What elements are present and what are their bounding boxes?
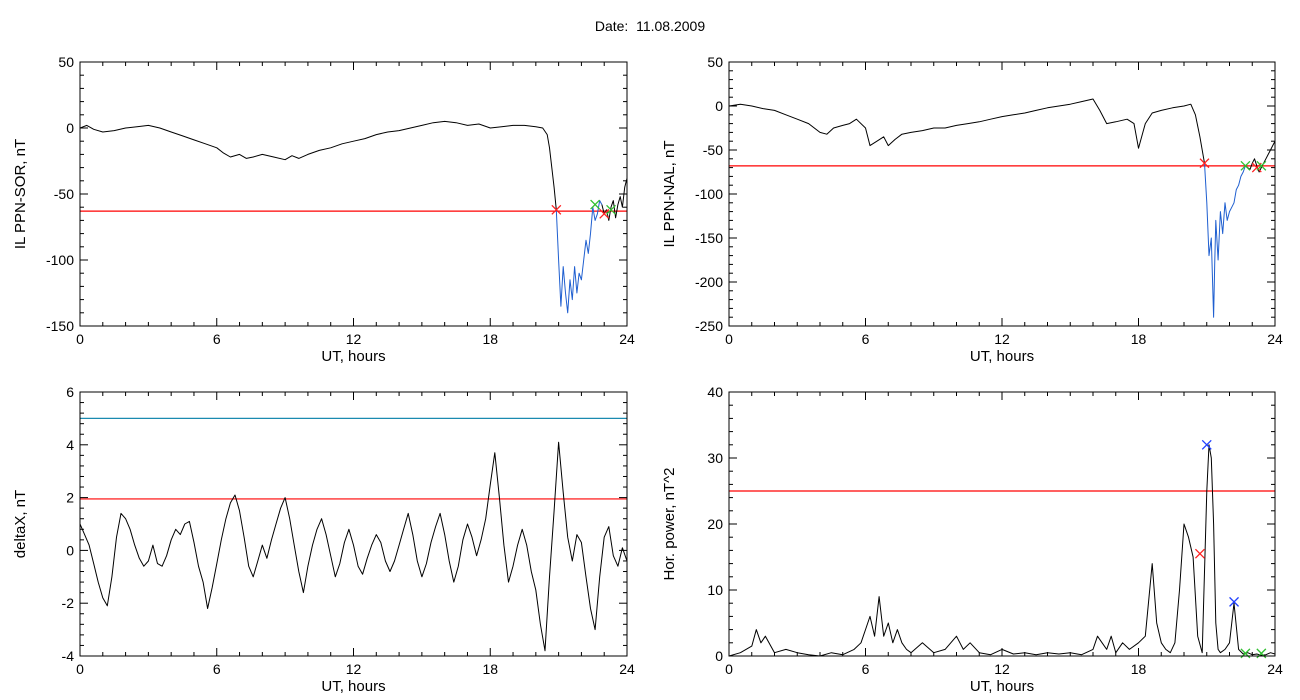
event-marker-4 xyxy=(1256,160,1267,171)
y-axis-label: IL PPN-NAL, nT xyxy=(661,141,678,248)
y-tick-label: 40 xyxy=(707,384,723,400)
y-tick-label: -250 xyxy=(695,318,723,334)
plot-frame xyxy=(79,61,628,327)
y-tick-label: 4 xyxy=(66,437,74,453)
x-axis-label: UT, hours xyxy=(321,678,385,695)
x-tick-label: 12 xyxy=(346,661,362,677)
x-tick-label: 12 xyxy=(994,661,1010,677)
y-axis-label: deltaX, nT xyxy=(12,490,29,558)
event-marker-5 xyxy=(1256,648,1267,659)
y-tick-label: -50 xyxy=(703,142,723,158)
y-tick-label: 20 xyxy=(707,516,723,532)
y-tick-label: 30 xyxy=(707,450,723,466)
x-tick-label: 0 xyxy=(725,661,733,677)
x-tick-label: 24 xyxy=(1267,661,1283,677)
chart-panel-nal: 0 6 12 18 24 -250 -200 -150 -100 -50 0 50 UT, hours I… xyxy=(661,54,1283,365)
y-tick-label: 10 xyxy=(707,582,723,598)
event-marker-3 xyxy=(1229,596,1240,607)
x-tick-label: 18 xyxy=(482,661,498,677)
y-tick-label: -50 xyxy=(54,186,74,202)
marker-stroke xyxy=(1194,548,1205,559)
y-tick-label: -100 xyxy=(46,252,74,268)
y-tick-label: 0 xyxy=(715,648,723,664)
y-axis-label: Hor. power, nT^2 xyxy=(661,468,678,581)
series-line-2 xyxy=(555,200,603,314)
y-tick-label: 0 xyxy=(715,98,723,114)
chart-panel-sor: 0 6 12 18 24 -150 -100 -50 0 50 UT, hours IL PPN-SO… xyxy=(12,54,635,365)
y-tick-label: -4 xyxy=(62,648,75,664)
marker-stroke xyxy=(551,204,562,215)
x-tick-label: 6 xyxy=(213,661,221,677)
marker-stroke xyxy=(599,208,610,219)
series-line-2 xyxy=(1204,163,1246,318)
y-tick-label: 50 xyxy=(58,54,74,70)
x-axis-label: UT, hours xyxy=(970,678,1034,695)
x-tick-label: 6 xyxy=(862,661,870,677)
x-tick-label: 0 xyxy=(76,661,84,677)
x-tick-label: 6 xyxy=(862,331,870,347)
y-tick-label: -150 xyxy=(695,230,723,246)
page-title: Date: 11.08.2009 xyxy=(594,18,706,34)
series-line-1 xyxy=(80,441,627,652)
event-marker-1 xyxy=(1194,548,1205,559)
x-tick-label: 18 xyxy=(482,331,498,347)
marker-stroke xyxy=(1256,160,1267,171)
marker-stroke xyxy=(590,199,601,210)
x-tick-label: 24 xyxy=(619,661,635,677)
y-tick-label: 2 xyxy=(66,490,74,506)
marker-stroke xyxy=(1229,596,1240,607)
x-tick-label: 6 xyxy=(213,331,221,347)
y-tick-label: -200 xyxy=(695,274,723,290)
series-line-3 xyxy=(601,178,627,221)
y-tick-label: -100 xyxy=(695,186,723,202)
y-tick-label: 0 xyxy=(66,542,74,558)
x-tick-label: 18 xyxy=(1131,661,1147,677)
x-axis-label: UT, hours xyxy=(970,348,1034,365)
marker-stroke xyxy=(1199,158,1210,169)
y-tick-label: -2 xyxy=(62,595,75,611)
y-tick-label: 6 xyxy=(66,384,74,400)
chart-panel-power: 0 6 12 18 24 0 10 20 30 40 UT, hours Hor. power, nT… xyxy=(661,384,1283,695)
x-tick-label: 12 xyxy=(346,331,362,347)
series-line-1 xyxy=(80,120,557,210)
y-tick-label: 0 xyxy=(66,120,74,136)
x-tick-label: 0 xyxy=(725,331,733,347)
series-line-1 xyxy=(729,444,1275,656)
series-line-1 xyxy=(729,98,1205,164)
x-tick-label: 24 xyxy=(619,331,635,347)
plot-frame xyxy=(728,391,1276,657)
event-marker-2 xyxy=(1201,439,1212,450)
x-tick-label: 12 xyxy=(994,331,1010,347)
event-marker-1 xyxy=(551,204,562,215)
x-tick-label: 24 xyxy=(1267,331,1283,347)
x-tick-label: 18 xyxy=(1131,331,1147,347)
event-marker-2 xyxy=(1240,160,1251,171)
event-marker-3 xyxy=(599,208,610,219)
event-marker-4 xyxy=(606,204,617,215)
marker-stroke xyxy=(606,204,617,215)
plot-frame xyxy=(79,391,628,657)
event-marker-1 xyxy=(1199,158,1210,169)
event-marker-2 xyxy=(590,199,601,210)
marker-stroke xyxy=(1240,160,1251,171)
x-tick-label: 0 xyxy=(76,331,84,347)
marker-stroke xyxy=(1201,439,1212,450)
series-line-3 xyxy=(1245,140,1275,173)
y-tick-label: 50 xyxy=(707,54,723,70)
plot-frame xyxy=(728,61,1276,327)
y-axis-label: IL PPN-SOR, nT xyxy=(12,139,29,249)
x-axis-label: UT, hours xyxy=(321,348,385,365)
y-tick-label: -150 xyxy=(46,318,74,334)
